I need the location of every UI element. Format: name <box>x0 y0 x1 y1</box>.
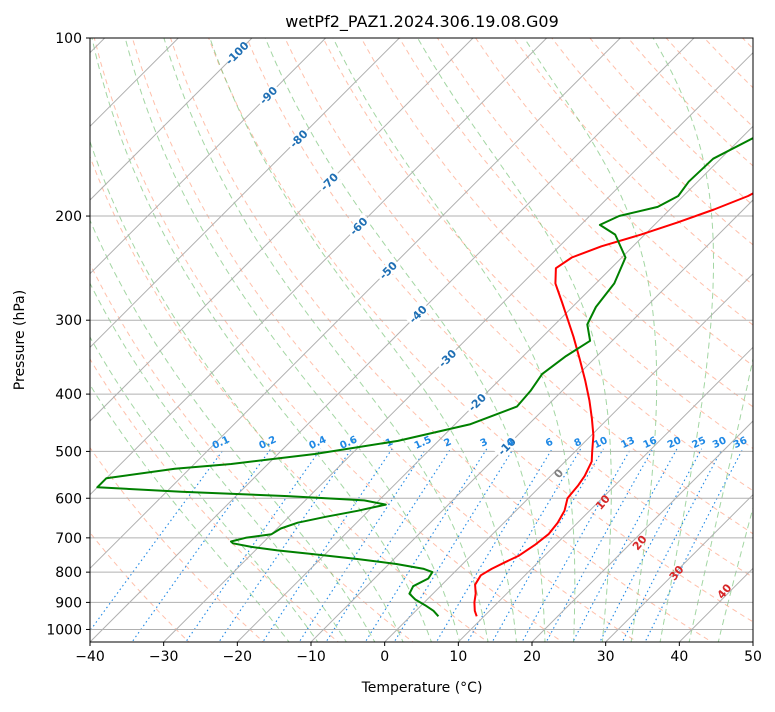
chart-title: wetPf2_PAZ1.2024.306.19.08.G09 <box>285 12 559 32</box>
x-tick-label: 10 <box>449 649 467 665</box>
x-tick-label: 40 <box>670 649 688 665</box>
x-axis-label: Temperature (°C) <box>361 680 483 696</box>
y-tick-label: 1000 <box>46 622 82 638</box>
y-tick-label: 300 <box>55 313 82 329</box>
y-tick-label: 700 <box>55 531 82 547</box>
y-tick-label: 600 <box>55 491 82 507</box>
x-tick-label: −20 <box>223 649 253 665</box>
y-tick-label: 200 <box>55 209 82 225</box>
y-tick-label: 500 <box>55 444 82 460</box>
y-tick-label: 800 <box>55 565 82 581</box>
y-tick-label: 100 <box>55 31 82 47</box>
x-tick-label: −30 <box>149 649 179 665</box>
x-tick-label: 30 <box>597 649 615 665</box>
x-tick-label: −40 <box>75 649 105 665</box>
x-tick-label: 20 <box>523 649 541 665</box>
y-tick-label: 900 <box>55 595 82 611</box>
x-tick-label: −10 <box>296 649 326 665</box>
x-tick-label: 0 <box>380 649 389 665</box>
y-axis-label: Pressure (hPa) <box>12 290 28 390</box>
x-tick-label: 50 <box>744 649 762 665</box>
y-tick-label: 400 <box>55 387 82 403</box>
